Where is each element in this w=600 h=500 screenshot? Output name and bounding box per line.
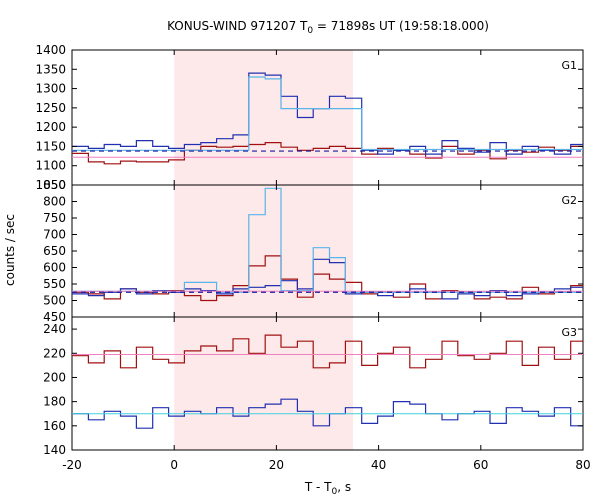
y-tick-label: 1400	[35, 43, 66, 57]
panel-g3-series-0-step	[72, 334, 583, 369]
xlabel-rest: , s	[337, 480, 351, 494]
x-tick-label: 40	[371, 458, 386, 472]
x-tick-label: 60	[473, 458, 488, 472]
y-tick-label: 1050	[35, 178, 66, 192]
series-layer	[72, 72, 583, 429]
highlight-layer	[174, 50, 354, 450]
ticks-layer: G110501100115012001250130013501400G24505…	[35, 43, 590, 472]
panel-g3-series-1-step	[72, 398, 583, 429]
y-tick-label: 600	[43, 261, 66, 275]
y-tick-label: 240	[43, 322, 66, 336]
x-axis-label: T - T0, s	[304, 480, 351, 497]
y-tick-label: 650	[43, 244, 66, 258]
chart-title: KONUS-WIND 971207 T0 = 71898s UT (19:58:…	[167, 19, 489, 36]
panel-g1-series-0-step	[72, 142, 583, 165]
y-tick-label: 1300	[35, 82, 66, 96]
xlabel-main: T - T	[304, 480, 332, 494]
y-tick-label: 200	[43, 370, 66, 384]
y-tick-label: 500	[43, 294, 66, 308]
y-axis-label: counts / sec	[3, 214, 17, 286]
y-tick-label: 160	[43, 419, 66, 433]
panel-label-g3: G3	[561, 326, 577, 339]
title-main: KONUS-WIND 971207 T	[167, 19, 308, 33]
panel-label-g1: G1	[561, 59, 577, 72]
xlabel-subscript: 0	[332, 487, 338, 497]
y-tick-label: 220	[43, 346, 66, 360]
y-tick-label: 1200	[35, 120, 66, 134]
highlight-interval	[174, 50, 354, 450]
panel-g1-series-1-step	[72, 72, 583, 155]
y-tick-label: 1350	[35, 62, 66, 76]
y-tick-label: 450	[43, 310, 66, 324]
x-tick-label: 0	[170, 458, 178, 472]
panel-g2-series-0-step	[72, 255, 583, 302]
x-tick-label: 80	[575, 458, 590, 472]
y-tick-label: 180	[43, 395, 66, 409]
y-tick-label: 550	[43, 277, 66, 291]
title-subscript: 0	[307, 26, 313, 36]
x-tick-label: -20	[62, 458, 82, 472]
y-tick-label: 140	[43, 443, 66, 457]
y-tick-label: 1250	[35, 101, 66, 115]
panel-g1-series-2-step	[72, 76, 583, 151]
y-tick-label: 1150	[35, 139, 66, 153]
y-tick-label: 850	[43, 178, 66, 192]
title-rest: = 71898s UT (19:58:18.000)	[313, 19, 489, 33]
panel-g2-series-1-step	[72, 258, 583, 300]
y-tick-label: 1100	[35, 159, 66, 173]
panel-frame-g3	[71, 316, 584, 451]
y-tick-label: 700	[43, 228, 66, 242]
panel-label-g2: G2	[561, 194, 577, 207]
x-tick-label: 20	[269, 458, 284, 472]
y-tick-label: 800	[43, 195, 66, 209]
y-tick-label: 750	[43, 211, 66, 225]
